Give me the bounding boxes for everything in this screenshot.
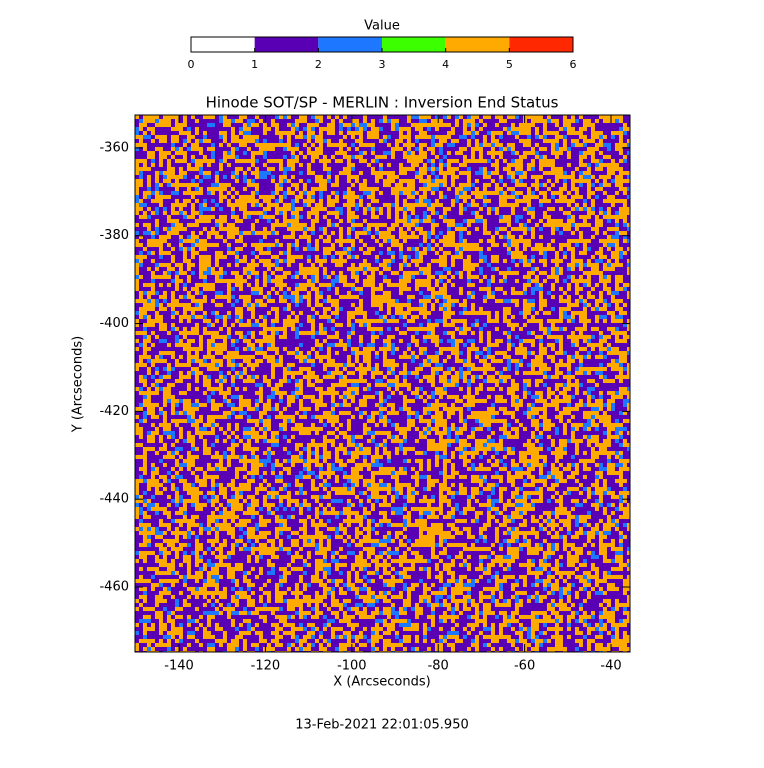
y-axis-label: Y (Arcseconds) bbox=[71, 336, 86, 433]
x-tick-label: -120 bbox=[251, 659, 281, 674]
colorbar-segment bbox=[318, 37, 382, 52]
x-tick-label: -80 bbox=[428, 659, 449, 674]
image-texture bbox=[135, 115, 630, 652]
colorbar-tick-label: 3 bbox=[379, 58, 386, 71]
y-tick-label: -440 bbox=[99, 492, 129, 507]
y-tick-label: -380 bbox=[99, 228, 129, 243]
colorbar-tick-label: 6 bbox=[570, 58, 577, 71]
x-tick-label: -40 bbox=[600, 659, 621, 674]
y-tick-label: -360 bbox=[99, 140, 129, 155]
colorbar-tick-label: 0 bbox=[188, 58, 195, 71]
plot-frame bbox=[134, 114, 631, 653]
y-tick-label: -460 bbox=[99, 580, 129, 595]
image-texture bbox=[135, 115, 630, 652]
x-tick-label: -60 bbox=[514, 659, 535, 674]
colorbar-segment bbox=[445, 37, 510, 52]
x-tick-label: -140 bbox=[164, 659, 194, 674]
image-texture bbox=[135, 115, 630, 652]
x-tick-label: -100 bbox=[337, 659, 367, 674]
x-axis-label: X (Arcseconds) bbox=[333, 675, 430, 690]
colorbar-segment bbox=[191, 37, 255, 52]
chart-title: Hinode SOT/SP - MERLIN : Inversion End S… bbox=[206, 94, 559, 112]
timestamp: 13-Feb-2021 22:01:05.950 bbox=[295, 718, 469, 733]
colorbar-segment bbox=[382, 37, 446, 52]
colorbar-tick-label: 4 bbox=[442, 58, 449, 71]
colorbar-segment bbox=[509, 37, 573, 52]
y-tick-label: -420 bbox=[99, 404, 129, 419]
colorbar-segment bbox=[254, 37, 319, 52]
colorbar-tick-label: 1 bbox=[251, 58, 258, 71]
y-tick-label: -400 bbox=[99, 316, 129, 331]
colorbar-tick-label: 2 bbox=[315, 58, 322, 71]
colorbar-tick-label: 5 bbox=[506, 58, 513, 71]
colorbar-title: Value bbox=[364, 19, 400, 34]
